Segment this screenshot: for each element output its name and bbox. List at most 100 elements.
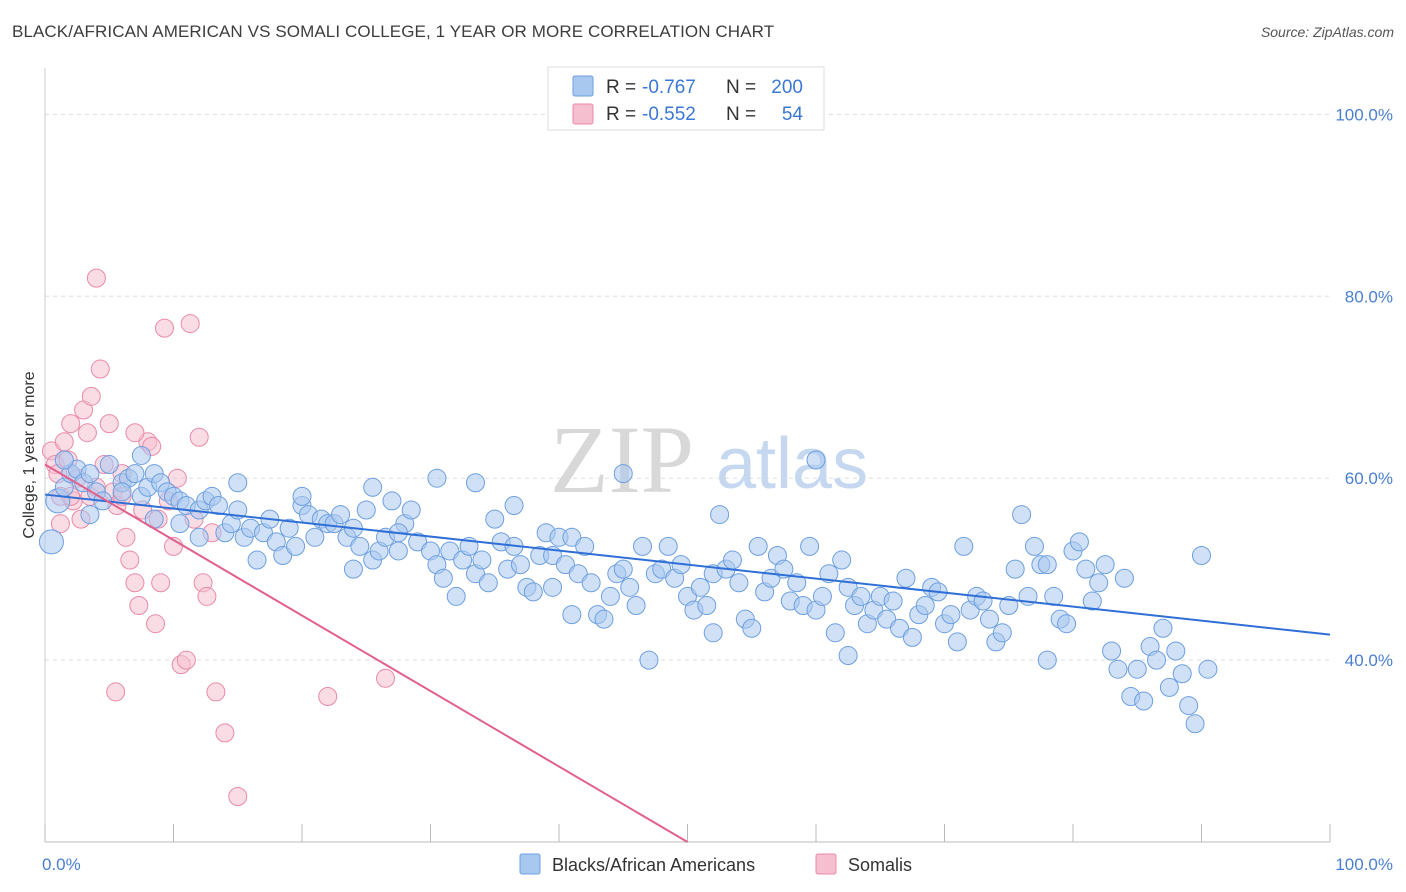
blacks-point-11 — [125, 464, 145, 484]
blacks-point-186 — [427, 468, 447, 488]
blacks-point-141 — [979, 609, 999, 629]
blacks-point-82 — [600, 586, 620, 606]
somalis-trend-line — [44, 463, 689, 843]
blacks-point-44 — [350, 536, 370, 556]
x-tick-label-max: 100.0% — [1335, 855, 1393, 874]
stats-legend: R = -0.767 N = 200 R = -0.552 N = 54 — [547, 66, 825, 131]
y-axis-title: College, 1 year or more — [21, 371, 38, 538]
blacks-point-131 — [915, 596, 935, 616]
somalis-point-28 — [151, 573, 171, 593]
blacks-point-86 — [626, 596, 646, 616]
blacks-point-197 — [343, 559, 363, 579]
blacks-point-116 — [819, 564, 839, 584]
somalis-point-41 — [206, 682, 226, 702]
blacks-point-153 — [1057, 614, 1077, 634]
blacks-point-105 — [748, 536, 768, 556]
blacks-point-79 — [581, 573, 601, 593]
blacks-point-128 — [896, 568, 916, 588]
trend-lines — [44, 463, 1331, 843]
blacks-point-58 — [446, 586, 466, 606]
blacks-point-179 — [838, 646, 858, 666]
blacks-points — [38, 445, 1218, 734]
legend-n-label-pink: N = — [726, 104, 756, 125]
blacks-point-129 — [902, 627, 922, 647]
blacks-point-183 — [54, 450, 74, 470]
legend-r-value-pink: -0.552 — [642, 104, 696, 125]
y-tick-label-2: 80.0% — [1345, 287, 1393, 306]
blacks-point-162 — [1114, 568, 1134, 588]
blacks-point-125 — [877, 609, 897, 629]
legend-r-label-pink: R = — [606, 104, 636, 125]
y-tick-label-3: 100.0% — [1335, 105, 1393, 124]
blacks-point-76 — [562, 527, 582, 547]
blacks-point-189 — [363, 477, 383, 497]
blacks-point-169 — [1159, 677, 1179, 697]
legend-swatch-blue — [572, 75, 594, 97]
blacks-point-34 — [286, 536, 306, 556]
blacks-point-176 — [1037, 650, 1057, 670]
somalis-point-46 — [50, 514, 70, 534]
blacks-point-173 — [1185, 714, 1205, 734]
bottom-legend-label-blue: Blacks/African Americans — [552, 855, 755, 875]
chart-title: BLACK/AFRICAN AMERICAN VS SOMALI COLLEGE… — [12, 22, 775, 41]
somalis-point-14 — [90, 359, 110, 379]
x-tick-labels: 0.0% 100.0% — [42, 855, 1393, 874]
blacks-point-174 — [1192, 546, 1211, 565]
legend-swatch-pink — [572, 103, 594, 125]
blacks-point-159 — [1095, 555, 1115, 575]
blacks-trend-line — [44, 493, 1331, 636]
blacks-point-193 — [247, 550, 267, 570]
blacks-point-81 — [594, 609, 614, 629]
blacks-point-158 — [1089, 573, 1109, 593]
blacks-point-136 — [947, 632, 967, 652]
source-label: Source: ZipAtlas.com — [1260, 24, 1394, 40]
blacks-point-68 — [510, 555, 530, 575]
blacks-point-178 — [613, 464, 633, 484]
blacks-point-127 — [890, 618, 910, 638]
blacks-point-137 — [954, 536, 974, 556]
blacks-point-118 — [832, 550, 852, 570]
blacks-point-99 — [710, 505, 730, 525]
somalis-point-42 — [215, 723, 235, 743]
bottom-legend-swatch-blue — [519, 853, 541, 875]
blacks-point-52 — [401, 500, 421, 520]
blacks-point-101 — [722, 550, 742, 570]
somalis-point-39 — [197, 586, 217, 606]
series-legend: Blacks/African Americans Somalis — [519, 853, 912, 875]
somalis-point-13 — [86, 268, 106, 288]
watermark: ZIP atlas — [550, 406, 868, 513]
blacks-point-150 — [1037, 555, 1057, 575]
y-tick-label-0: 40.0% — [1345, 651, 1393, 670]
blacks-point-111 — [787, 573, 807, 593]
blacks-point-126 — [883, 591, 903, 611]
somalis-point-29 — [155, 318, 175, 338]
blacks-point-70 — [523, 582, 543, 602]
blacks-point-57 — [440, 541, 460, 561]
somalis-point-48 — [106, 682, 126, 702]
blacks-point-49 — [382, 491, 402, 511]
blacks-point-157 — [1082, 591, 1102, 611]
somalis-point-4 — [54, 432, 74, 452]
blacks-point-78 — [575, 536, 595, 556]
blacks-point-90 — [652, 559, 672, 579]
blacks-point-77 — [568, 564, 588, 584]
watermark-zip: ZIP — [550, 406, 694, 513]
blacks-point-135 — [941, 605, 961, 625]
blacks-point-151 — [1044, 586, 1064, 606]
blacks-point-64 — [485, 509, 505, 529]
blacks-point-187 — [465, 473, 485, 493]
blacks-point-177 — [806, 450, 826, 470]
blacks-point-37 — [305, 527, 325, 547]
blacks-point-97 — [697, 596, 717, 616]
somalis-point-52 — [376, 668, 396, 688]
somalis-point-37 — [189, 427, 209, 447]
blacks-point-75 — [555, 555, 575, 575]
blacks-point-191 — [504, 495, 524, 515]
blacks-point-164 — [1127, 659, 1147, 679]
somalis-point-21 — [120, 550, 140, 570]
blacks-point-146 — [1012, 505, 1032, 525]
blacks-point-185 — [131, 445, 151, 465]
blacks-point-148 — [1024, 536, 1044, 556]
blacks-point-198 — [703, 623, 723, 643]
blacks-point-102 — [729, 573, 749, 593]
